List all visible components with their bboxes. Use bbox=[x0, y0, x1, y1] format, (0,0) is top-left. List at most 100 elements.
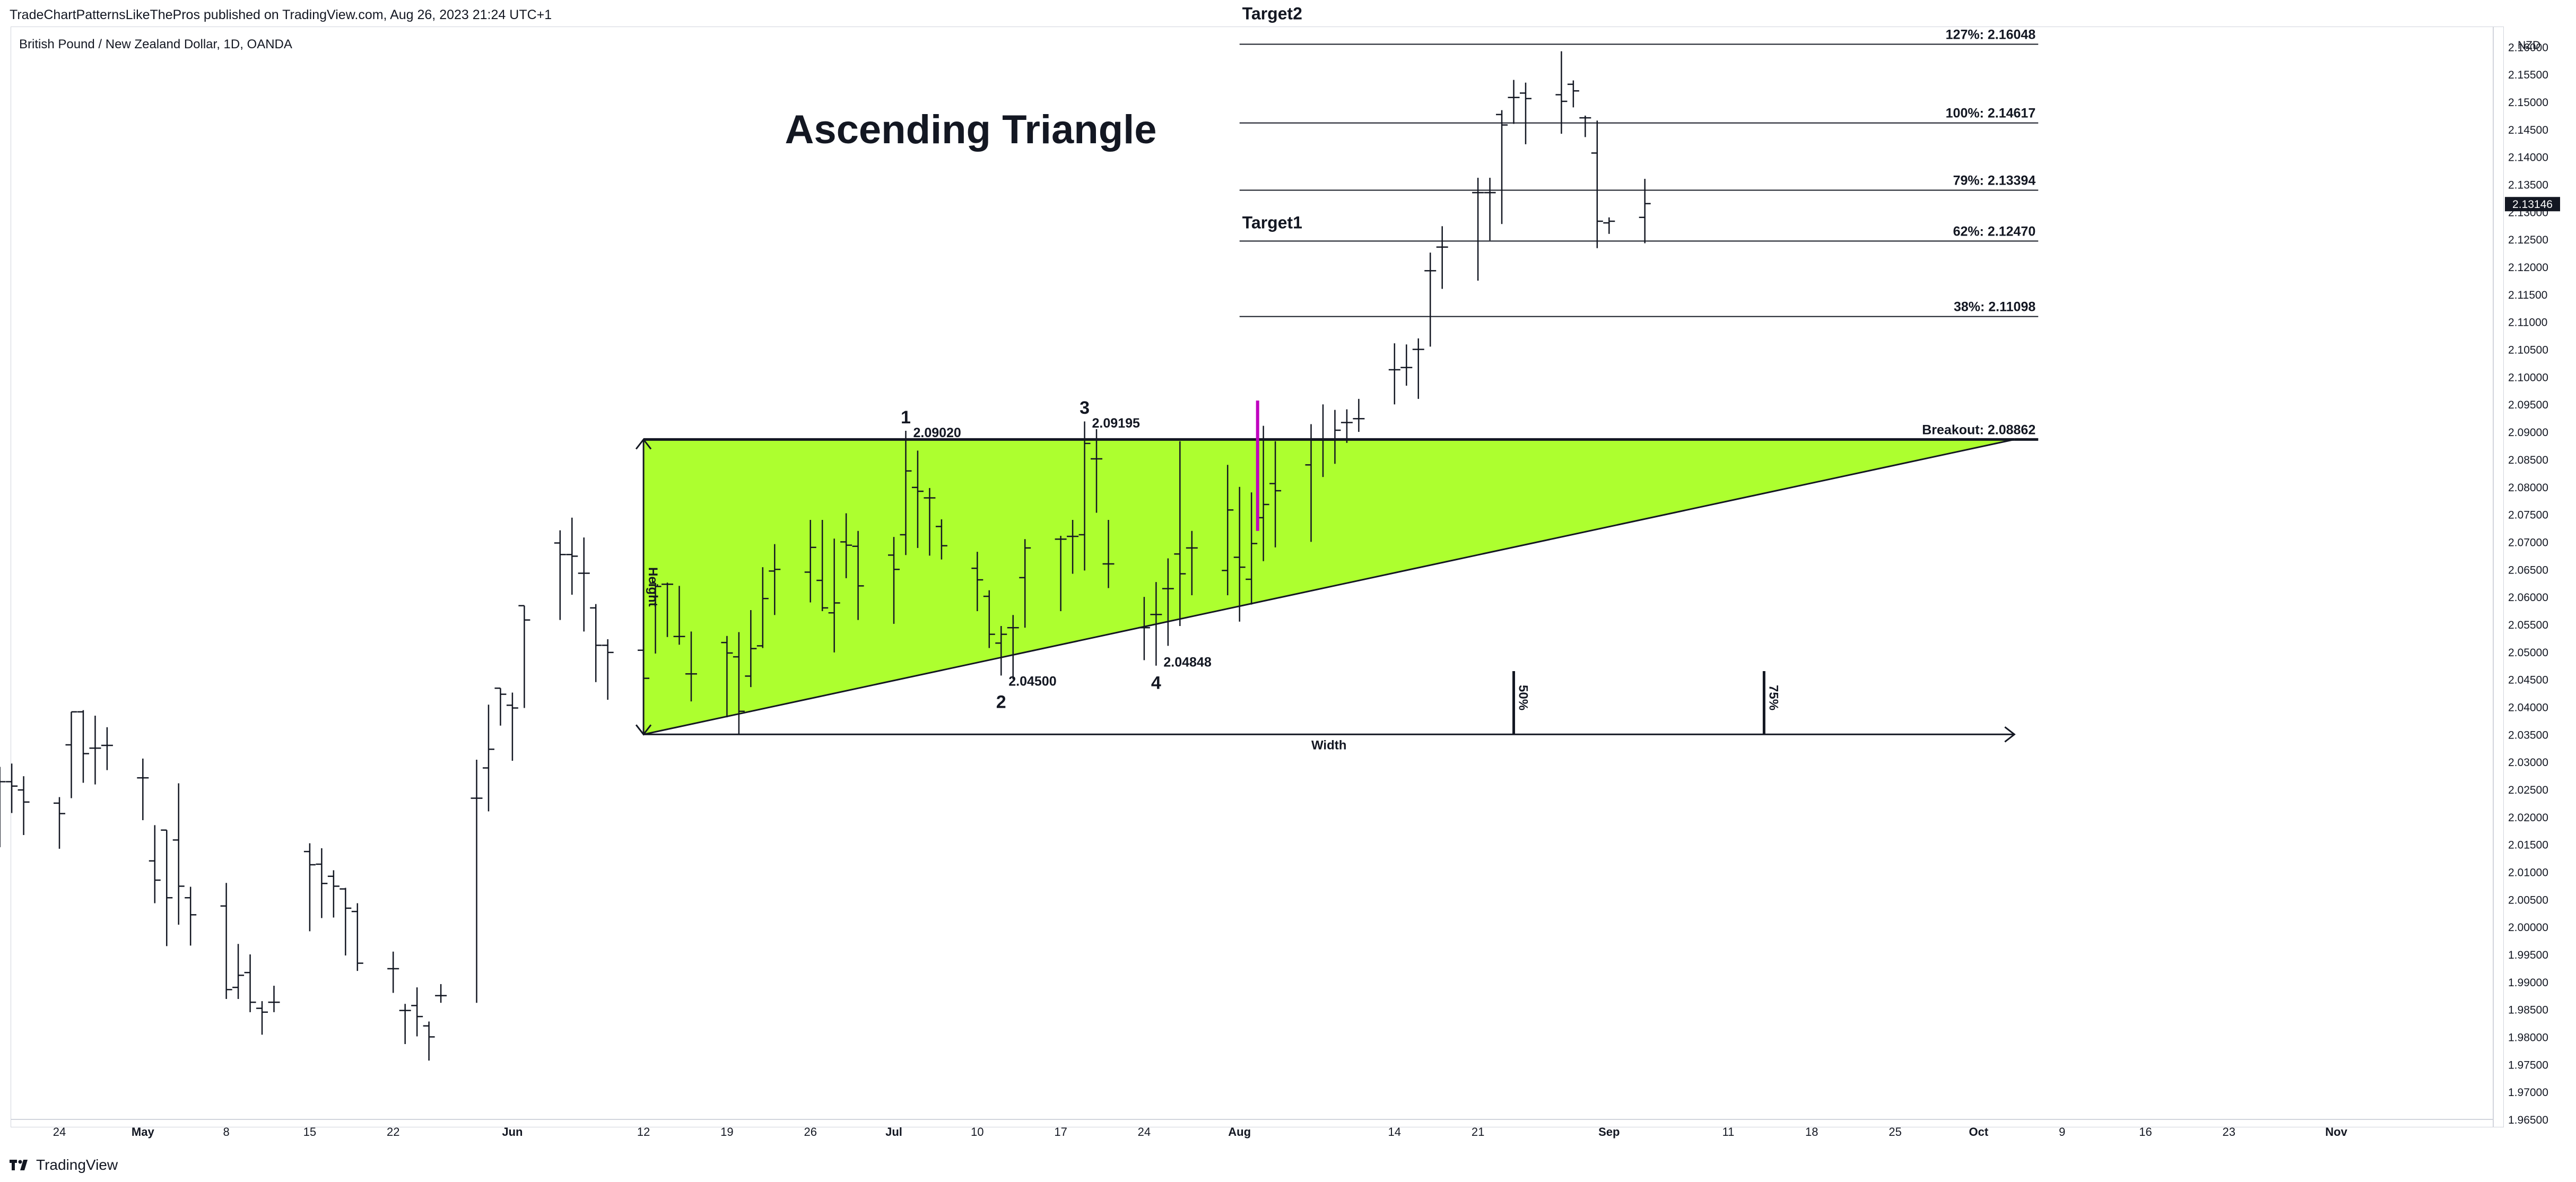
ohlc-bar bbox=[1007, 615, 1019, 680]
ohlc-bar bbox=[935, 519, 947, 560]
ohlc-bar bbox=[971, 552, 984, 612]
ohlc-bar bbox=[995, 626, 1007, 676]
point-number-1: 1 bbox=[901, 407, 911, 428]
x-tick-label: 15 bbox=[303, 1125, 316, 1138]
width-mark-label-1: 75% bbox=[1766, 685, 1780, 710]
ohlc-bar bbox=[900, 431, 912, 555]
ohlc-bar bbox=[149, 825, 161, 903]
ohlc-bar bbox=[1305, 424, 1317, 542]
x-tick-label: 10 bbox=[971, 1125, 984, 1138]
ohlc-bar bbox=[685, 631, 697, 702]
ohlc-bar bbox=[1388, 343, 1400, 405]
ohlc-bar bbox=[256, 1001, 268, 1035]
x-tick-label: Aug bbox=[1228, 1125, 1251, 1138]
ohlc-bar bbox=[411, 987, 423, 1037]
ohlc-bar bbox=[1496, 110, 1508, 224]
y-tick-label: 2.09000 bbox=[2508, 427, 2548, 439]
y-tick-label: 2.03500 bbox=[2508, 729, 2548, 741]
target-label-1: Target2 bbox=[1242, 4, 1302, 23]
x-tick-label: 18 bbox=[1805, 1125, 1818, 1138]
y-tick-label: 2.10000 bbox=[2508, 371, 2548, 384]
ohlc-bar bbox=[101, 727, 113, 770]
ohlc-bar bbox=[268, 986, 280, 1012]
ohlc-bar bbox=[1317, 404, 1329, 477]
y-tick-label: 2.00500 bbox=[2508, 894, 2548, 906]
ohlc-bar bbox=[137, 758, 149, 821]
y-tick-label: 2.07000 bbox=[2508, 536, 2548, 549]
y-tick-label: 1.99000 bbox=[2508, 977, 2548, 989]
ohlc-bar bbox=[54, 797, 65, 849]
fib-level-label-1: 100%: 2.14617 bbox=[1946, 106, 2036, 121]
ohlc-bar bbox=[399, 1004, 411, 1044]
currency-label: NZD bbox=[2518, 39, 2540, 51]
ohlc-bar bbox=[518, 605, 530, 708]
target-label-0: Target1 bbox=[1242, 213, 1302, 232]
point-value-2: 2.04500 bbox=[1008, 674, 1056, 689]
y-tick-label: 2.00000 bbox=[2508, 922, 2548, 934]
y-tick-label: 1.97000 bbox=[2508, 1087, 2548, 1099]
ohlc-bar bbox=[566, 517, 578, 595]
y-tick-label: 2.06500 bbox=[2508, 564, 2548, 576]
support-trendline bbox=[643, 438, 2015, 735]
ohlc-bar bbox=[172, 783, 185, 925]
ohlc-bar bbox=[471, 759, 483, 1003]
tradingview-logo[interactable]: TradingView bbox=[10, 1157, 118, 1174]
symbol-title[interactable]: British Pound / New Zealand Dollar, 1D, … bbox=[19, 37, 292, 51]
fib-level-label-5: Breakout: 2.08862 bbox=[1922, 422, 2035, 437]
y-tick-label: 2.01000 bbox=[2508, 866, 2548, 879]
x-tick-label: 9 bbox=[2059, 1125, 2065, 1138]
ohlc-bar bbox=[6, 763, 18, 813]
y-tick-label: 2.02000 bbox=[2508, 812, 2548, 824]
ohlc-bar bbox=[1400, 344, 1413, 386]
y-tick-label: 2.03000 bbox=[2508, 757, 2548, 769]
ohlc-bar bbox=[673, 586, 685, 645]
point-value-1: 2.09020 bbox=[913, 425, 961, 440]
fib-level-label-3: 62%: 2.12470 bbox=[1953, 224, 2036, 239]
ohlc-bar bbox=[1508, 80, 1520, 124]
ohlc-bar bbox=[1591, 120, 1603, 248]
ohlc-bar bbox=[327, 870, 340, 918]
x-tick-label: 11 bbox=[1722, 1125, 1735, 1138]
ohlc-bar bbox=[1412, 338, 1424, 399]
ohlc-bar bbox=[1067, 519, 1079, 574]
ohlc-bar bbox=[1555, 51, 1568, 134]
y-tick-label: 1.98000 bbox=[2508, 1031, 2548, 1044]
brand-name: TradingView bbox=[36, 1157, 118, 1173]
x-tick-label: 24 bbox=[53, 1125, 66, 1138]
ohlc-bar bbox=[1567, 80, 1579, 108]
ohlc-bar bbox=[89, 716, 101, 785]
x-tick-label: 19 bbox=[720, 1125, 733, 1138]
ohlc-bar bbox=[1424, 253, 1437, 347]
ohlc-bar bbox=[0, 767, 6, 847]
ohlc-bar bbox=[662, 583, 674, 637]
tradingview-logo-icon bbox=[10, 1160, 28, 1170]
y-tick-label: 2.07500 bbox=[2508, 509, 2548, 522]
point-value-3: 2.09195 bbox=[1092, 416, 1140, 431]
ohlc-bar bbox=[244, 954, 256, 1012]
ohlc-bar bbox=[303, 843, 316, 932]
y-tick-label: 2.12000 bbox=[2508, 262, 2548, 274]
ohlc-bar bbox=[387, 951, 399, 993]
ohlc-bar bbox=[1174, 441, 1186, 627]
y-tick-label: 2.11500 bbox=[2508, 289, 2547, 301]
published-info: TradeChartPatternsLikeThePros published … bbox=[10, 7, 552, 22]
ohlc-bar bbox=[1639, 179, 1651, 244]
ohlc-bar bbox=[1138, 597, 1150, 660]
ohlc-bar bbox=[638, 607, 650, 700]
ohlc-bar bbox=[649, 582, 662, 654]
ohlc-bar bbox=[1353, 398, 1365, 432]
x-tick-label: 26 bbox=[804, 1125, 816, 1138]
x-tick-label: 16 bbox=[2139, 1125, 2152, 1138]
ohlc-bar bbox=[756, 567, 769, 648]
ohlc-bar bbox=[482, 705, 494, 812]
ohlc-bar bbox=[733, 632, 745, 734]
y-tick-label: 2.16000 bbox=[2508, 41, 2548, 54]
chart-frame bbox=[11, 27, 2504, 1127]
y-tick-label: 1.96500 bbox=[2508, 1114, 2548, 1126]
x-tick-label: Nov bbox=[2325, 1125, 2347, 1138]
ohlc-bar bbox=[816, 519, 829, 612]
ohlc-bar bbox=[77, 710, 89, 783]
ohlc-bar bbox=[1233, 486, 1246, 622]
x-tick-label: 25 bbox=[1889, 1125, 1901, 1138]
